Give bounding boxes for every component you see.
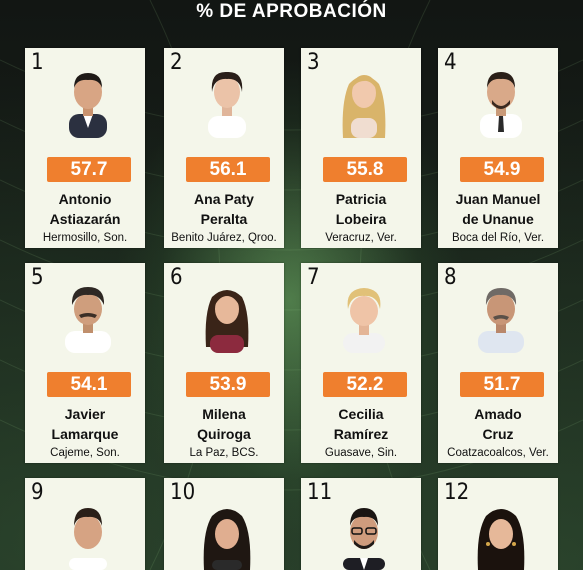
candidate-photo xyxy=(478,288,524,353)
candidate-photo xyxy=(480,72,522,138)
rank-number: 8 xyxy=(444,265,457,290)
approval-score: 51.7 xyxy=(460,372,544,397)
candidate-name-line-2: Lamarque xyxy=(51,426,119,442)
candidate-name-line-2: Lobeira xyxy=(335,211,387,227)
candidate-photo xyxy=(343,508,385,570)
candidate-city: Boca del Río, Ver. xyxy=(451,232,545,244)
approval-score: 53.9 xyxy=(186,372,270,397)
candidate-card: 10 xyxy=(164,478,284,570)
rank-number: 7 xyxy=(307,265,320,290)
candidate-name: Amado Cruz xyxy=(438,404,558,444)
candidate-name-line-2: de Unanue xyxy=(462,211,534,227)
rank-number: 11 xyxy=(307,480,333,505)
approval-score: 56.1 xyxy=(186,157,270,182)
candidate-city: Guasave, Sin. xyxy=(324,447,398,459)
candidate-photo xyxy=(477,509,525,570)
candidate-card: 6 53.9 Milena Quiroga La Paz, BCS. xyxy=(164,263,284,463)
candidate-name-line-1: Javier xyxy=(64,406,106,422)
rank-number: 1 xyxy=(31,50,44,75)
candidate-name-line-1: Milena xyxy=(202,406,246,422)
approval-score: 54.1 xyxy=(47,372,131,397)
candidate-photo xyxy=(69,508,107,570)
candidate-card: 7 52.2 Cecilia Ramírez Guasave, Sin. xyxy=(301,263,421,463)
candidate-name: Milena Quiroga xyxy=(164,404,284,444)
candidate-photo xyxy=(65,287,111,353)
candidate-city: Hermosillo, Son. xyxy=(42,232,128,244)
candidate-city: Cajeme, Son. xyxy=(50,447,120,459)
candidate-name: Antonio Astiazarán xyxy=(25,189,145,229)
candidate-card: 12 xyxy=(438,478,558,570)
candidate-name-line-1: Antonio xyxy=(58,191,112,207)
candidate-name-line-2: Ramírez xyxy=(333,426,389,442)
candidate-city: Veracruz, Ver. xyxy=(325,232,397,244)
candidate-card: 8 51.7 Amado Cruz Coatzacoalcos, Ver. xyxy=(438,263,558,463)
rank-number: 4 xyxy=(444,50,457,75)
candidate-name: Cecilia Ramírez xyxy=(301,404,421,444)
candidate-card: 2 56.1 Ana Paty Peralta Benito Juárez, Q… xyxy=(164,48,284,248)
rank-number: 3 xyxy=(307,50,320,75)
approval-score: 55.8 xyxy=(323,157,407,182)
rank-number: 5 xyxy=(31,265,44,290)
candidate-name-line-2: Peralta xyxy=(200,211,248,227)
candidate-photo xyxy=(69,73,107,138)
candidate-name: Javier Lamarque xyxy=(25,404,145,444)
approval-score: 54.9 xyxy=(460,157,544,182)
candidate-name-line-2: Cruz xyxy=(482,426,514,442)
candidate-city: Benito Juárez, Qroo. xyxy=(171,232,277,244)
rank-number: 12 xyxy=(444,480,470,505)
candidate-name-line-1: Cecilia xyxy=(338,406,384,422)
candidate-photo xyxy=(205,290,249,353)
candidate-photo xyxy=(208,71,246,138)
approval-score: 57.7 xyxy=(47,157,131,182)
candidate-city: La Paz, BCS. xyxy=(189,447,259,459)
candidate-photo xyxy=(203,509,251,570)
candidate-name-line-2: Quiroga xyxy=(197,426,251,442)
candidate-card: 5 54.1 Javier Lamarque Cajeme, Son. xyxy=(25,263,145,463)
candidate-photo xyxy=(342,75,386,138)
candidate-name-line-1: Juan Manuel xyxy=(455,191,541,207)
candidate-name: Patricia Lobeira xyxy=(301,189,421,229)
page-title: % DE APROBACIÓN xyxy=(196,1,387,22)
candidate-card: 4 54.9 Juan Manuel de Unanue Boca del Rí… xyxy=(438,48,558,248)
candidate-city: Coatzacoalcos, Ver. xyxy=(447,447,549,459)
candidate-name-line-2: Astiazarán xyxy=(49,211,121,227)
candidate-card: 11 xyxy=(301,478,421,570)
rank-number: 9 xyxy=(31,480,44,505)
candidate-photo xyxy=(343,288,385,353)
candidate-name: Juan Manuel de Unanue xyxy=(438,189,558,229)
rank-number: 6 xyxy=(170,265,183,290)
rank-number: 10 xyxy=(170,480,196,505)
candidate-name-line-1: Amado xyxy=(474,406,522,422)
candidate-name: Ana Paty Peralta xyxy=(164,189,284,229)
candidate-card: 3 55.8 Patricia Lobeira Veracruz, Ver. xyxy=(301,48,421,248)
rank-number: 2 xyxy=(170,50,183,75)
candidate-card: 1 57.7 Antonio Astiazarán Hermosillo, So… xyxy=(25,48,145,248)
candidate-name-line-1: Patricia xyxy=(335,191,387,207)
candidate-name-line-1: Ana Paty xyxy=(194,191,254,207)
candidate-card: 9 xyxy=(25,478,145,570)
approval-score: 52.2 xyxy=(323,372,407,397)
